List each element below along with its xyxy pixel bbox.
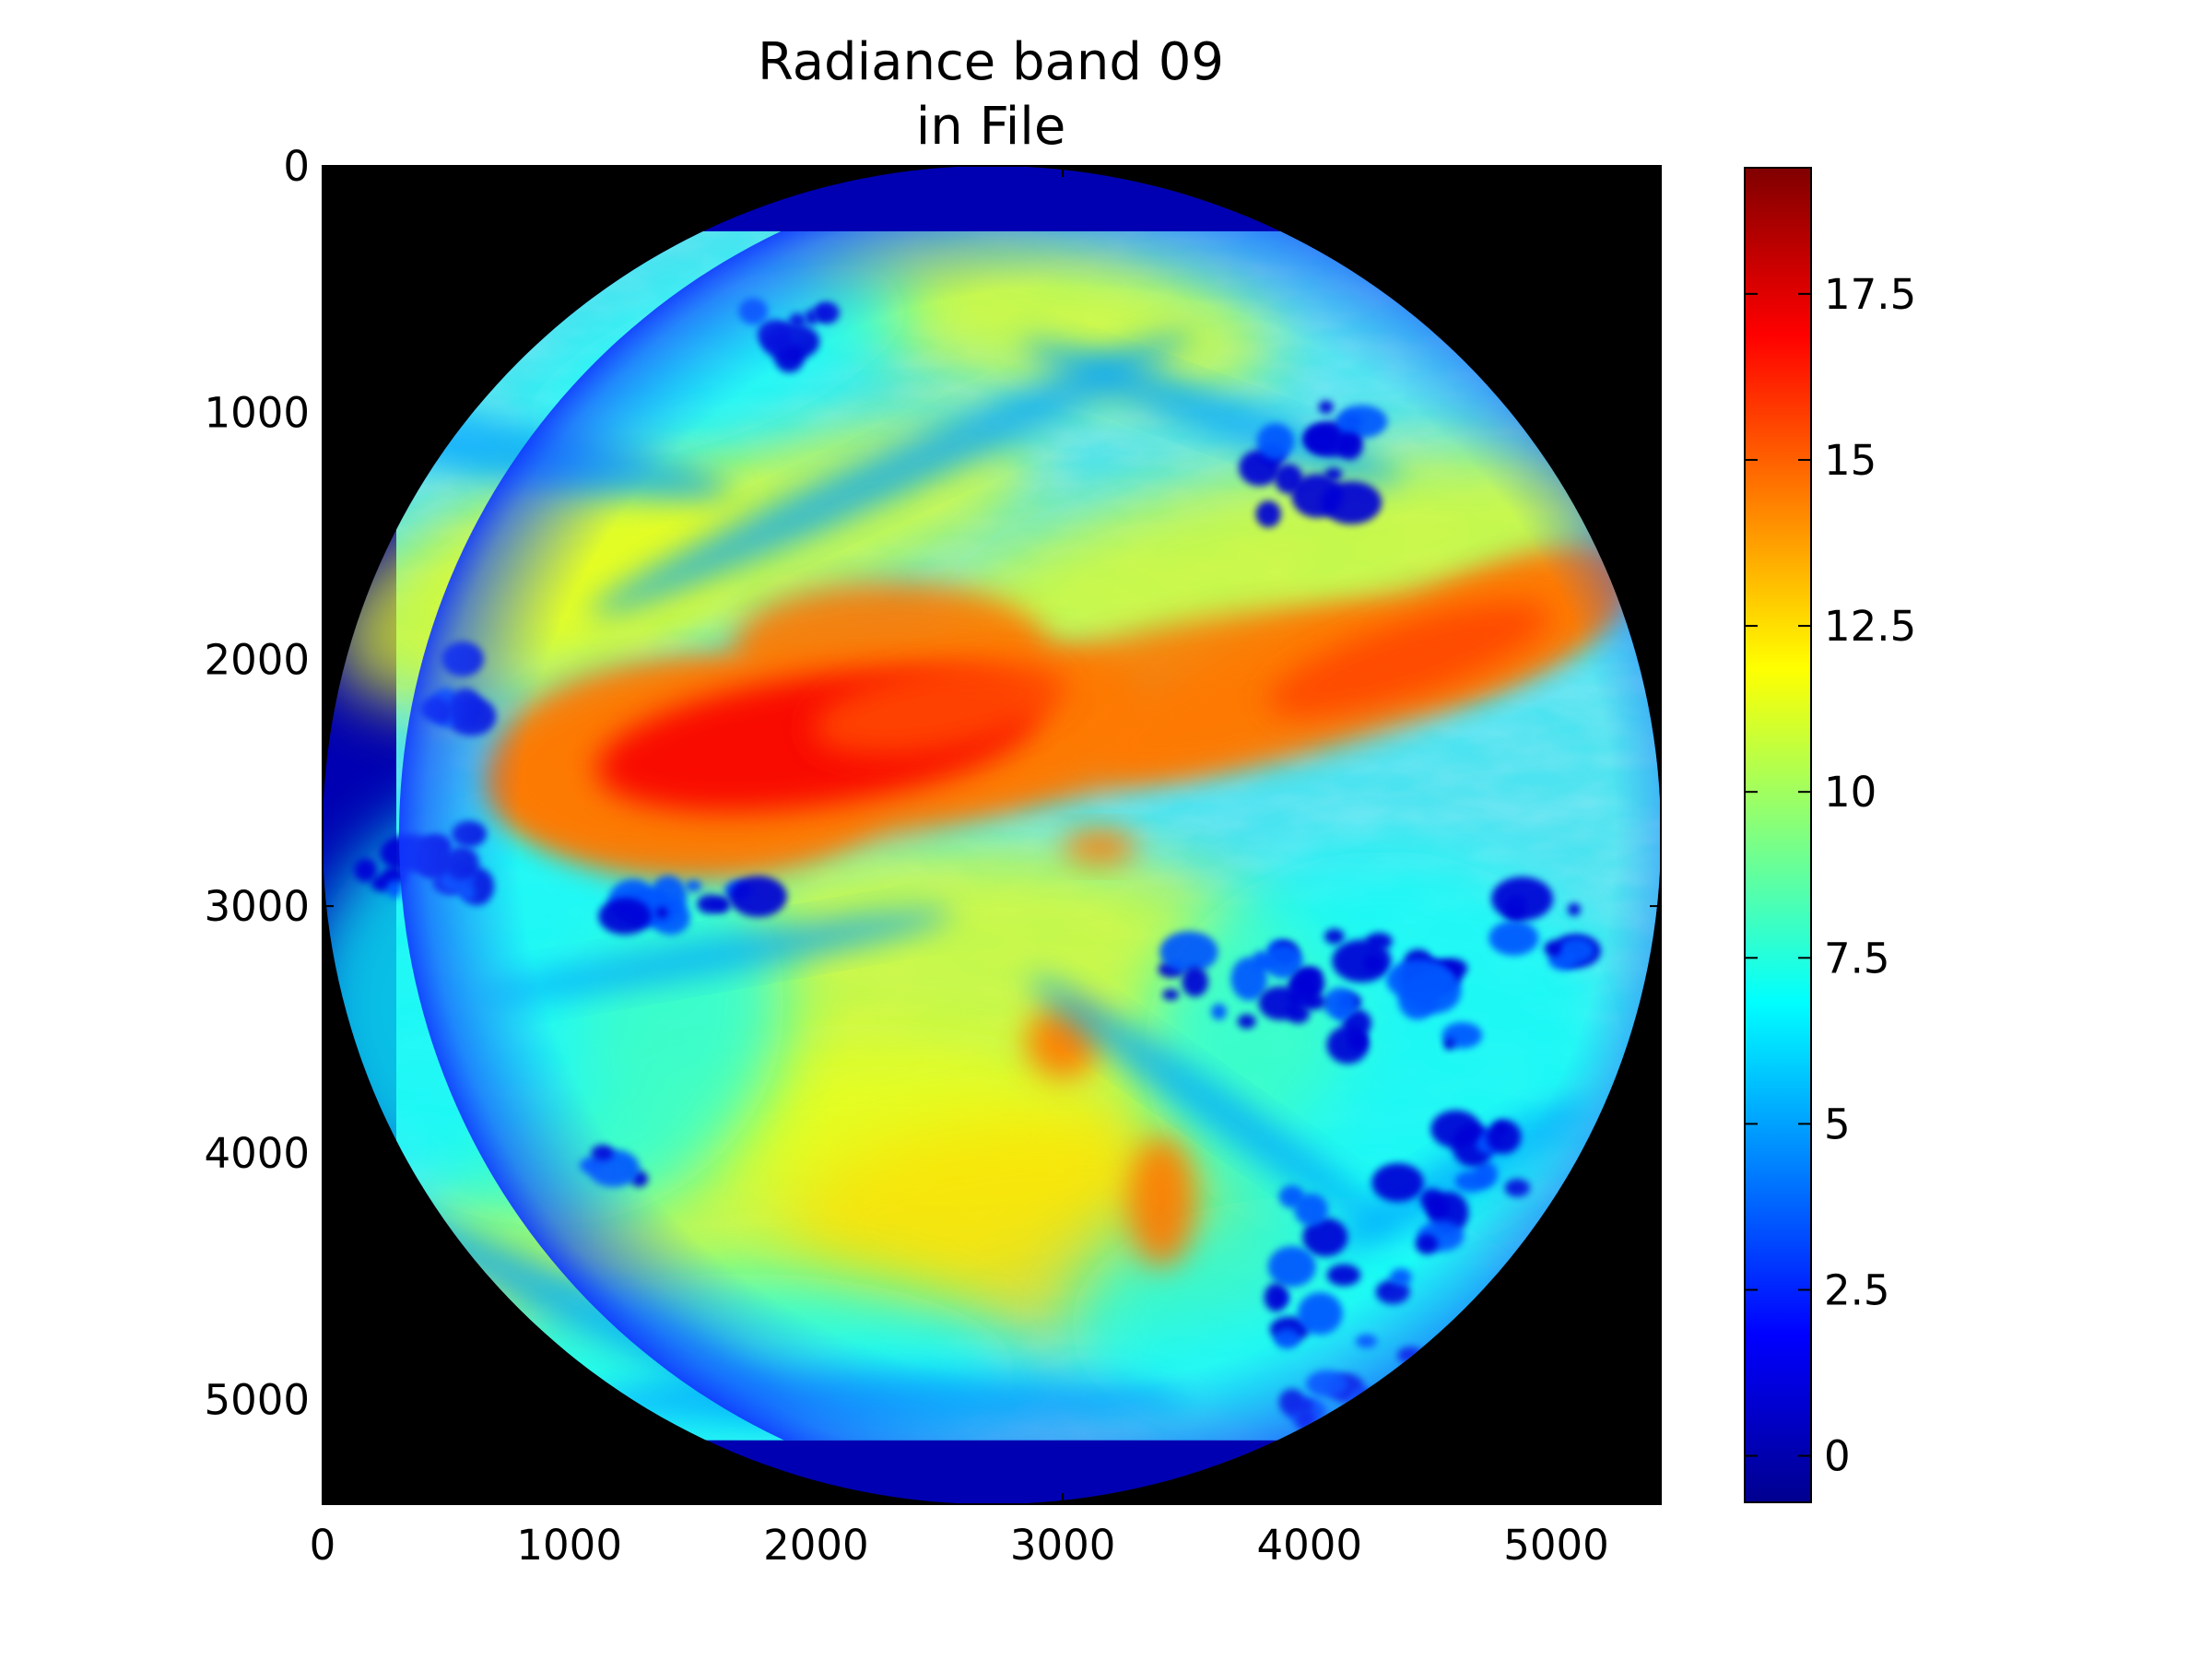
colorbar-tick-label: 7.5	[1824, 934, 1890, 982]
colorbar-tick-label: 0	[1824, 1432, 1851, 1481]
x-tick-label: 0	[310, 1521, 336, 1570]
x-tick-label: 2000	[763, 1521, 869, 1570]
colorbar-tick-label: 17.5	[1824, 270, 1916, 319]
chart-title-line-2: in File	[916, 97, 1066, 157]
y-tick-label: 5000	[204, 1375, 310, 1424]
convective-cluster	[354, 858, 377, 882]
y-axis: 0 1000 2000 3000 4000 5000	[204, 142, 1661, 1424]
y-tick-label: 2000	[204, 635, 310, 684]
y-tick-label: 4000	[204, 1129, 310, 1178]
colorbar-tick-label: 10	[1824, 768, 1877, 817]
earth-disk	[323, 230, 1661, 1441]
x-tick-label: 5000	[1503, 1521, 1609, 1570]
colorbar-tick-label: 15	[1824, 436, 1877, 485]
convective-cluster	[386, 879, 403, 899]
y-tick-label: 1000	[204, 389, 310, 438]
x-axis: 0 1000 2000 3000 4000 5000	[310, 166, 1609, 1570]
chart-title-line-1: Radiance band 09	[758, 32, 1224, 92]
colorbar-tick-label: 5	[1824, 1100, 1851, 1148]
plot-area	[323, 166, 1661, 1504]
x-tick-label: 4000	[1257, 1521, 1363, 1570]
x-tick-label: 1000	[516, 1521, 622, 1570]
limb-shading	[399, 230, 1661, 1441]
y-tick-label: 3000	[204, 882, 310, 931]
y-tick-label: 0	[283, 142, 310, 191]
colorbar-tick-label: 12.5	[1824, 602, 1916, 651]
colorbar-axis: 0 2.5 5 7.5 10 12.5 15 17.5	[1745, 270, 1916, 1481]
x-tick-label: 3000	[1010, 1521, 1116, 1570]
plot-frame	[322, 165, 1662, 1505]
colorbar-tick-label: 2.5	[1824, 1265, 1890, 1314]
colorbar	[1744, 167, 1812, 1503]
